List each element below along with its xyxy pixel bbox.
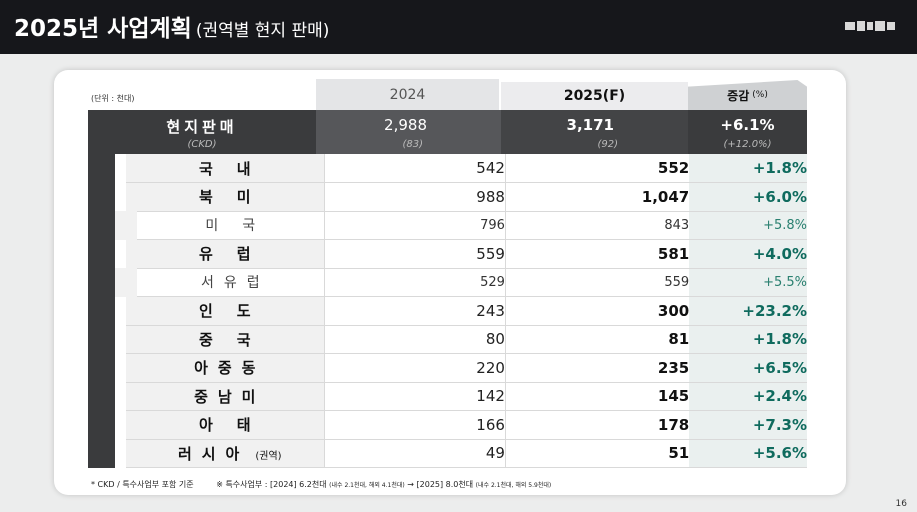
row-label: 서유럽 (200, 275, 270, 292)
row-label: 러시아 (177, 444, 250, 463)
total-2024-ckd: (83) (402, 139, 423, 150)
value-2025: 235 (504, 353, 690, 383)
title-text: 2025년 사업계획 (14, 16, 192, 42)
increase-value: +1.8% (689, 154, 807, 183)
total-2025-cell: 3,171 (92) (501, 110, 688, 154)
footnote-special-2024: ※ 특수사업부 : [2024] 6.2천대 (216, 480, 327, 489)
total-increase-ckd: (+12.0%) (723, 139, 772, 150)
total-2024-cell: 2,988 (83) (316, 110, 501, 154)
sales-table: 국내 542 552 +1.8% 북미 988 1,047 +6.0% 미국 7… (114, 154, 807, 468)
value-2024: 988 (323, 182, 506, 212)
footnote: * CKD / 특수사업부 포함 기준 ※ 특수사업부 : [2024] 6.2… (91, 479, 551, 490)
total-label: 현지판매 (166, 118, 238, 136)
table-subrow: 서유럽 529 559 +5.5% (114, 268, 807, 297)
row-label: 미국 (205, 218, 280, 235)
table-row: 국내 542 552 +1.8% (126, 154, 807, 183)
total-2025-value: 3,171 (566, 116, 614, 134)
table-row: 아중동 220 235 +6.5% (126, 353, 807, 383)
value-2024: 142 (323, 382, 506, 411)
value-2024: 542 (323, 154, 506, 183)
value-2025: 51 (504, 439, 690, 468)
value-2024: 166 (323, 410, 506, 440)
footnote-special-2025: → [2025] 8.0천대 (407, 480, 474, 489)
increase-value: +5.8% (689, 211, 807, 240)
increase-value: +7.3% (689, 410, 807, 440)
value-2024: 529 (323, 268, 506, 297)
row-label: 인도 (198, 302, 275, 321)
value-2025: 559 (504, 268, 690, 297)
page-number: 16 (895, 499, 907, 509)
increase-header-unit: (%) (752, 90, 768, 100)
increase-value: +4.0% (689, 239, 807, 269)
value-2024: 220 (323, 353, 506, 383)
table-row: 유럽 559 581 +4.0% (126, 239, 807, 269)
total-2024-value: 2,988 (384, 116, 427, 134)
brand-logo (845, 19, 897, 33)
increase-value: +23.2% (689, 296, 807, 326)
increase-value: +1.8% (689, 325, 807, 354)
total-2025-ckd: (92) (597, 139, 618, 150)
table-row: 아태 166 178 +7.3% (126, 410, 807, 440)
value-2025: 300 (504, 296, 690, 326)
value-2025: 552 (504, 154, 690, 183)
row-label: 중남미 (194, 387, 266, 406)
table-row: 북미 988 1,047 +6.0% (126, 182, 807, 212)
row-label: 국내 (198, 159, 275, 178)
value-2024: 796 (323, 211, 506, 240)
value-2025: 81 (504, 325, 690, 354)
unit-label: (단위 : 천대) (91, 94, 135, 103)
total-sub-label: (CKD) (187, 139, 217, 150)
footnote-ckd: * CKD / 특수사업부 포함 기준 (91, 480, 194, 489)
footnote-special-2024-detail: (내수 2.1천대, 해외 4.1천대) (329, 482, 405, 489)
footnote-special-2025-detail: (내수 2.1천대, 해외 5.9천대) (475, 482, 552, 489)
row-label: 아중동 (194, 359, 266, 378)
row-label: 유럽 (198, 245, 275, 264)
total-label-cell: 현지판매 (CKD) (88, 110, 316, 154)
table-row: 러시아 (권역) 49 51 +5.6% (126, 439, 807, 468)
table-subrow: 미국 796 843 +5.8% (114, 211, 807, 240)
column-header-2025: 2025(F) (501, 82, 688, 110)
value-2024: 243 (323, 296, 506, 326)
page-title: 2025년 사업계획 (권역별 현지 판매) (14, 9, 329, 43)
table-row: 중국 80 81 +1.8% (126, 325, 807, 354)
increase-value: +6.0% (689, 182, 807, 212)
total-row: 현지판매 (CKD) 2,988 (83) 3,171 (92) +6.1% (… (88, 110, 807, 154)
table-row: 인도 243 300 +23.2% (126, 296, 807, 326)
value-2024: 80 (323, 325, 506, 354)
increase-value: +5.6% (689, 439, 807, 468)
row-label-note: (권역) (255, 450, 282, 462)
value-2025: 1,047 (504, 182, 690, 212)
row-label: 중국 (198, 330, 275, 349)
value-2025: 145 (504, 382, 690, 411)
row-label: 아태 (198, 416, 275, 435)
header-bar: 2025년 사업계획 (권역별 현지 판매) (0, 0, 917, 54)
row-label: 북미 (198, 188, 275, 207)
increase-value: +5.5% (689, 268, 807, 297)
increase-header-label: 증감 (727, 88, 750, 103)
title-subtitle: (권역별 현지 판매) (195, 21, 330, 41)
increase-value: +6.5% (689, 353, 807, 383)
value-2024: 559 (323, 239, 506, 269)
value-2025: 843 (504, 211, 690, 240)
column-header-2024: 2024 (316, 79, 499, 110)
value-2024: 49 (323, 439, 506, 468)
value-2025: 178 (504, 410, 690, 440)
region-group-bar (88, 154, 115, 468)
total-increase-cell: +6.1% (+12.0%) (688, 110, 807, 154)
value-2025: 581 (504, 239, 690, 269)
increase-value: +2.4% (689, 382, 807, 411)
table-row: 중남미 142 145 +2.4% (126, 382, 807, 411)
total-increase-value: +6.1% (720, 116, 775, 134)
